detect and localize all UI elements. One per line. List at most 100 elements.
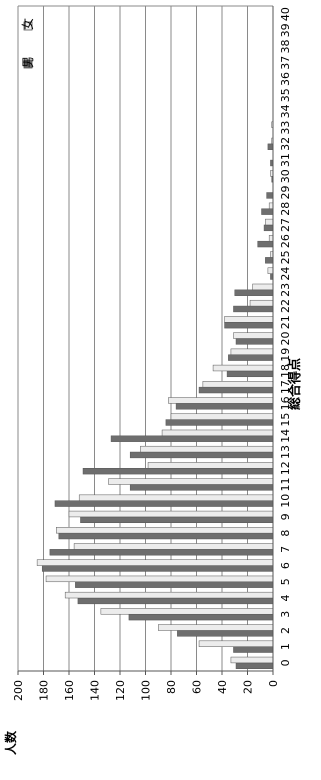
bar-female-15 xyxy=(170,413,274,420)
y-tick-label: 200 xyxy=(12,680,25,701)
x-tick-label: 33 xyxy=(279,121,292,135)
x-tick-label: 21 xyxy=(279,315,292,329)
bar-female-9 xyxy=(68,510,274,518)
bar-female-22 xyxy=(249,299,274,307)
x-tick-label: 8 xyxy=(279,530,292,537)
y-tick-label: 0 xyxy=(267,680,280,687)
x-tick-label: 15 xyxy=(279,413,292,427)
y-tick-label: 20 xyxy=(242,680,255,694)
x-tick-label: 18 xyxy=(279,364,292,378)
x-tick-label: 14 xyxy=(279,429,292,443)
bar-male-12 xyxy=(82,468,274,475)
bar-male-10 xyxy=(54,500,274,507)
x-tick-label: 16 xyxy=(279,396,292,410)
bar-female-24 xyxy=(267,267,274,274)
x-tick-label: 26 xyxy=(279,234,292,248)
bar-male-26 xyxy=(257,240,274,248)
x-tick-label: 4 xyxy=(279,595,292,602)
tick-labels: 0204060801001201401601802000123456789101… xyxy=(12,7,292,701)
legend: 女男 xyxy=(20,18,35,69)
bar-female-11 xyxy=(108,478,274,485)
bar-female-26 xyxy=(268,235,274,242)
x-tick-label: 35 xyxy=(279,88,292,102)
bar-female-8 xyxy=(56,527,274,534)
x-tick-label: 38 xyxy=(279,40,292,54)
x-tick-label: 2 xyxy=(279,627,292,634)
bar-female-5 xyxy=(45,575,274,583)
bar-male-5 xyxy=(75,581,274,588)
y-axis-label: 人数 xyxy=(3,730,18,755)
bar-male-9 xyxy=(80,516,274,524)
y-tick-label: 60 xyxy=(191,680,204,694)
bar-male-7 xyxy=(49,549,274,556)
bar-male-15 xyxy=(165,419,274,426)
x-tick-label: 34 xyxy=(279,104,292,118)
bars xyxy=(36,121,274,669)
x-tick-label: 20 xyxy=(279,332,292,346)
bar-male-18 xyxy=(226,370,274,378)
x-tick-label: 39 xyxy=(279,23,292,37)
bar-male-11 xyxy=(129,484,274,491)
legend-swatch-female xyxy=(23,21,33,31)
bar-male-17 xyxy=(198,386,274,394)
y-tick-label: 120 xyxy=(114,680,127,701)
bar-male-32 xyxy=(267,143,274,150)
y-tick-label: 180 xyxy=(38,680,51,701)
x-tick-label: 32 xyxy=(279,137,292,151)
x-tick-label: 31 xyxy=(279,153,292,167)
x-tick-label: 30 xyxy=(279,169,292,183)
x-tick-label: 17 xyxy=(279,380,292,394)
x-tick-label: 7 xyxy=(279,546,292,553)
bar-female-20 xyxy=(233,332,274,339)
x-tick-label: 27 xyxy=(279,218,292,232)
x-tick-label: 9 xyxy=(279,513,292,520)
bar-male-16 xyxy=(175,403,274,410)
x-tick-label: 6 xyxy=(279,562,292,569)
x-tick-label: 1 xyxy=(279,643,292,650)
bar-male-22 xyxy=(233,305,274,313)
x-tick-label: 29 xyxy=(279,186,292,200)
legend-label-male: 男 xyxy=(21,56,35,68)
bar-female-1 xyxy=(198,640,274,647)
bar-male-27 xyxy=(263,224,274,232)
bar-male-6 xyxy=(41,565,274,572)
x-axis-label: 総合得点 xyxy=(287,358,303,410)
bar-male-25 xyxy=(265,257,274,264)
bar-female-12 xyxy=(147,462,274,469)
y-tick-label: 100 xyxy=(140,680,153,701)
x-tick-label: 10 xyxy=(279,494,292,508)
bar-male-19 xyxy=(228,354,274,361)
bar-female-7 xyxy=(73,543,274,550)
bar-male-1 xyxy=(233,646,274,653)
bar-female-17 xyxy=(202,381,274,388)
bar-female-16 xyxy=(168,397,274,404)
x-tick-label: 28 xyxy=(279,202,292,216)
x-tick-label: 37 xyxy=(279,56,292,70)
x-tick-label: 13 xyxy=(279,445,292,459)
bar-male-14 xyxy=(110,435,274,442)
x-tick-label: 25 xyxy=(279,250,292,264)
bar-male-3 xyxy=(128,613,274,621)
bar-male-0 xyxy=(235,662,274,669)
axes xyxy=(18,5,274,672)
x-tick-label: 5 xyxy=(279,578,292,585)
x-tick-label: 19 xyxy=(279,348,292,362)
bar-male-4 xyxy=(77,597,274,605)
bar-female-10 xyxy=(78,494,274,501)
bar-male-13 xyxy=(129,451,274,459)
grid xyxy=(17,6,274,675)
bar-female-0 xyxy=(230,656,274,664)
legend-swatch-male xyxy=(23,59,33,69)
bar-female-28 xyxy=(268,202,274,209)
x-tick-label: 22 xyxy=(279,299,292,313)
bar-female-23 xyxy=(252,283,274,291)
x-tick-label: 11 xyxy=(279,477,292,491)
y-tick-label: 140 xyxy=(89,680,102,701)
x-tick-label: 23 xyxy=(279,283,292,297)
x-tick-label: 3 xyxy=(279,611,292,618)
bar-male-20 xyxy=(235,338,274,345)
bar-female-19 xyxy=(230,348,274,355)
y-tick-label: 160 xyxy=(63,680,76,701)
x-tick-label: 0 xyxy=(279,659,292,666)
